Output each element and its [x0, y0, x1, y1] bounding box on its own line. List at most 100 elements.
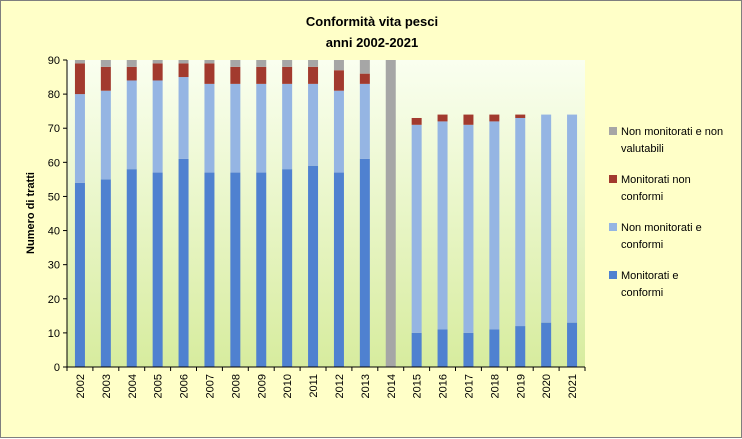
legend-label: Monitorati non	[621, 174, 691, 186]
bar-segment-2015-s1	[411, 124, 422, 333]
bar-segment-2006-s0	[178, 158, 189, 367]
bar-segment-2013-s3	[359, 60, 370, 74]
bar-segment-2008-s1	[230, 83, 241, 173]
bar-segment-2011-s3	[308, 60, 319, 67]
bar-segment-2004-s1	[126, 80, 137, 170]
y-tick-label: 20	[48, 294, 60, 306]
y-tick-label: 30	[48, 260, 60, 272]
bar-segment-2007-s1	[204, 83, 215, 173]
y-ticks-layer: 0 10 20 30 40 50 60 70 80 90	[48, 55, 67, 374]
bar-segment-2009-s2	[256, 66, 267, 84]
bar-segment-2005-s0	[152, 172, 163, 367]
x-tick-label: 2002	[75, 374, 87, 398]
legend-swatch	[609, 127, 617, 135]
legend-label: valutabili	[621, 143, 664, 155]
bar-segment-2016-s2	[437, 114, 448, 122]
bar-segment-2005-s1	[152, 80, 163, 173]
y-tick-label: 10	[48, 328, 60, 340]
x-ticks-layer: 2002 2003 2004 2005 2006 2007 2008 2009 2010 2011…	[66, 367, 586, 398]
bar-segment-2018-s2	[489, 114, 500, 122]
bar-segment-2021-s0	[567, 322, 578, 367]
legend-swatch	[609, 175, 617, 183]
bar-segment-2014-s3	[385, 60, 396, 367]
legend-label: Non monitorati e	[621, 222, 702, 234]
bar-segment-2006-s1	[178, 77, 189, 159]
y-tick-label: 0	[54, 362, 60, 374]
bar-segment-2012-s3	[333, 60, 344, 71]
bar-segment-2008-s2	[230, 66, 241, 84]
x-tick-label: 2017	[463, 374, 475, 398]
y-axis-label: Numero di tratti	[25, 172, 37, 254]
y-tick-label: 60	[48, 157, 60, 169]
bar-segment-2015-s0	[411, 332, 422, 367]
bar-segment-2010-s2	[282, 66, 293, 84]
bar-segment-2012-s2	[333, 70, 344, 91]
x-tick-label: 2013	[360, 374, 372, 398]
bar-segment-2011-s1	[308, 83, 319, 166]
bar-segment-2013-s0	[359, 158, 370, 367]
bar-segment-2003-s3	[100, 60, 111, 67]
bar-segment-2013-s2	[359, 73, 370, 84]
plot-area	[67, 60, 585, 367]
legend-label: conformi	[621, 287, 663, 299]
bar-segment-2003-s2	[100, 66, 111, 91]
bar-segment-2007-s2	[204, 63, 215, 84]
bar-segment-2010-s3	[282, 60, 293, 67]
bar-segment-2019-s1	[515, 117, 526, 327]
x-tick-label: 2015	[412, 374, 424, 398]
bar-segment-2012-s0	[333, 172, 344, 367]
bar-segment-2017-s2	[463, 114, 474, 125]
bar-segment-2004-s0	[126, 169, 137, 367]
x-tick-label: 2019	[515, 374, 527, 398]
x-tick-label: 2012	[334, 374, 346, 398]
legend-swatch	[609, 271, 617, 279]
bar-segment-2006-s2	[178, 63, 189, 78]
bar-segment-2018-s1	[489, 121, 500, 330]
bar-segment-2020-s1	[541, 114, 552, 323]
legend-label: Monitorati e	[621, 270, 678, 282]
x-tick-label: 2003	[101, 374, 113, 398]
bar-segment-2004-s2	[126, 66, 137, 81]
bar-segment-2020-s0	[541, 322, 552, 367]
bar-segment-2017-s0	[463, 332, 474, 367]
bar-segment-2008-s0	[230, 172, 241, 367]
bar-segment-2003-s1	[100, 90, 111, 180]
bar-segment-2018-s0	[489, 329, 500, 367]
x-tick-label: 2006	[179, 374, 191, 398]
y-tick-label: 70	[48, 123, 60, 135]
bar-segment-2002-s3	[74, 60, 85, 64]
x-tick-label: 2007	[204, 374, 216, 398]
x-tick-label: 2014	[386, 374, 398, 398]
bar-segment-2017-s1	[463, 124, 474, 333]
y-tick-label: 50	[48, 191, 60, 203]
chart-title-line-2: anni 2002-2021	[326, 35, 419, 50]
x-tick-label: 2018	[489, 374, 501, 398]
legend-label: conformi	[621, 191, 663, 203]
bar-segment-2007-s0	[204, 172, 215, 367]
bar-segment-2009-s3	[256, 60, 267, 67]
x-tick-label: 2005	[153, 374, 165, 398]
x-tick-label: 2008	[230, 374, 242, 398]
bar-segment-2015-s2	[411, 117, 422, 125]
bar-segment-2004-s3	[126, 60, 137, 67]
bar-segment-2002-s0	[74, 182, 85, 367]
bar-segment-2007-s3	[204, 60, 215, 64]
bar-segment-2011-s2	[308, 66, 319, 84]
bar-segment-2021-s1	[567, 114, 578, 323]
x-tick-label: 2020	[541, 374, 553, 398]
y-tick-label: 80	[48, 89, 60, 101]
bar-segment-2008-s3	[230, 60, 241, 67]
x-tick-label: 2021	[567, 374, 579, 398]
bar-segment-2002-s2	[74, 63, 85, 95]
x-tick-label: 2011	[308, 374, 320, 398]
legend-label: Non monitorati e non	[621, 126, 723, 138]
legend-swatch	[609, 223, 617, 231]
bar-segment-2010-s1	[282, 83, 293, 170]
bar-segment-2005-s3	[152, 60, 163, 64]
bar-segment-2016-s0	[437, 329, 448, 367]
bar-segment-2005-s2	[152, 63, 163, 81]
x-tick-label: 2016	[438, 374, 450, 398]
bar-segment-2002-s1	[74, 94, 85, 183]
